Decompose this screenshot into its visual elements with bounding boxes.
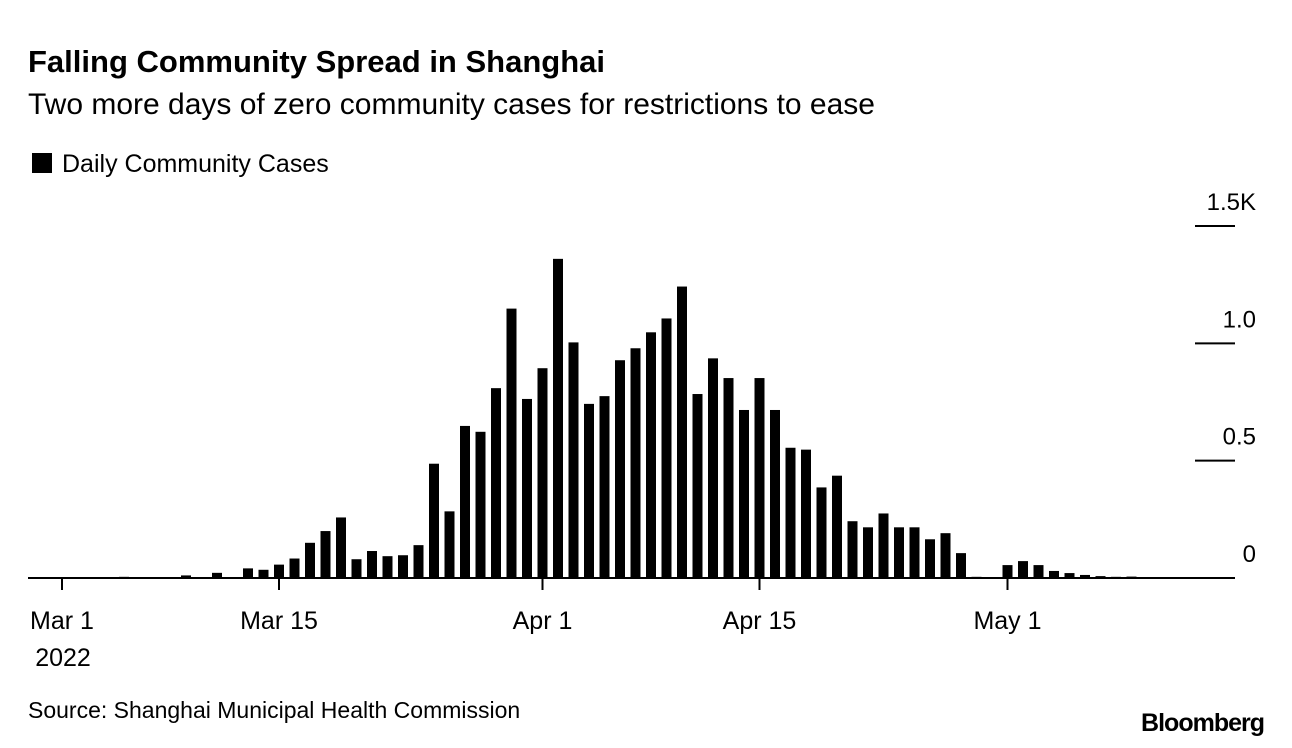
bar <box>770 409 780 578</box>
bar <box>413 545 424 578</box>
bar <box>894 527 904 578</box>
x-tick-label: Mar 15 <box>240 607 318 635</box>
bar <box>460 425 470 578</box>
bar <box>351 559 362 578</box>
bar <box>243 568 253 578</box>
chart-title: Falling Community Spread in Shanghai <box>28 44 605 79</box>
bar <box>692 394 703 578</box>
bar <box>382 556 393 578</box>
bar <box>181 575 191 578</box>
bar <box>925 539 935 578</box>
bar <box>1064 573 1075 578</box>
legend-swatch <box>32 153 52 173</box>
brand: Bloomberg <box>1141 709 1264 737</box>
x-tick-label: May 1 <box>973 607 1041 635</box>
bar <box>940 533 951 578</box>
bar <box>661 318 672 578</box>
bar <box>646 332 656 578</box>
bar <box>1033 565 1044 578</box>
bar <box>336 517 346 578</box>
bar <box>723 378 734 578</box>
bar <box>258 569 269 578</box>
y-tick-label: 0.5 <box>1223 424 1256 451</box>
x-tick-label: Mar 1 <box>30 607 94 635</box>
bar <box>537 368 548 578</box>
bar <box>630 348 641 578</box>
bar <box>491 388 501 578</box>
bar <box>584 403 594 578</box>
x-tick-label: Apr 15 <box>723 607 797 635</box>
bar <box>320 531 331 578</box>
bar <box>909 527 920 578</box>
bar <box>1018 561 1028 578</box>
bar <box>956 553 966 578</box>
legend-label: Daily Community Cases <box>62 150 329 178</box>
y-tick-label: 1.0 <box>1223 306 1256 333</box>
bar <box>801 449 811 578</box>
bar <box>367 551 377 578</box>
bar <box>754 378 765 578</box>
bar <box>832 475 842 578</box>
bar <box>305 542 315 578</box>
bar <box>475 431 486 578</box>
bar <box>816 487 827 578</box>
bar <box>506 308 517 578</box>
bar <box>863 527 873 578</box>
year-label: 2022 <box>35 644 91 672</box>
bar <box>708 358 718 578</box>
bar <box>739 409 749 578</box>
bar <box>212 572 222 578</box>
bar <box>289 558 300 578</box>
bar <box>568 342 579 578</box>
bar <box>444 511 455 578</box>
bar <box>1002 565 1013 578</box>
bar <box>429 463 439 578</box>
source: Source: Shanghai Municipal Health Commis… <box>28 697 520 723</box>
bar <box>274 564 284 578</box>
bar <box>1049 570 1059 578</box>
bar <box>847 521 858 578</box>
bar <box>785 447 796 578</box>
bar <box>599 396 610 578</box>
bar <box>677 286 687 578</box>
bar <box>398 555 408 578</box>
bar <box>1080 574 1090 578</box>
bar <box>522 398 532 578</box>
chart-subtitle: Two more days of zero community cases fo… <box>28 88 875 121</box>
bar <box>878 513 889 578</box>
bar <box>553 258 563 578</box>
x-tick-label: Apr 1 <box>513 607 573 635</box>
bar <box>615 360 625 578</box>
y-tick-label: 1.5K <box>1207 189 1256 216</box>
y-tick-label: 0 <box>1243 541 1256 568</box>
